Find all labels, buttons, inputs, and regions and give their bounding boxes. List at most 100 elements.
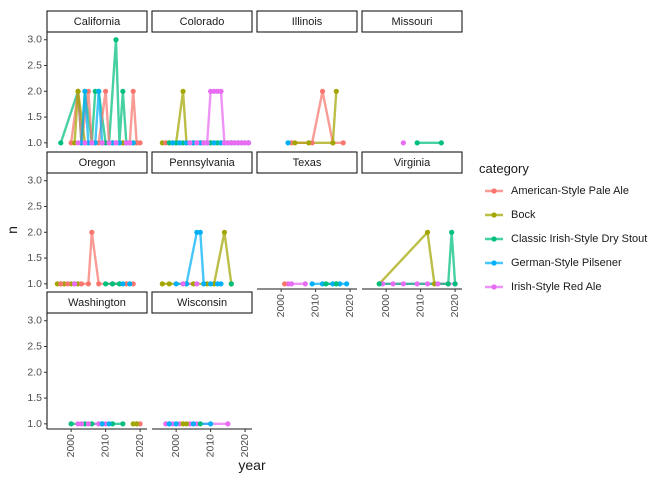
- data-point: [127, 281, 133, 287]
- legend-label: Bock: [511, 209, 536, 221]
- data-point: [218, 281, 224, 287]
- y-tick-label: 1.0: [27, 137, 42, 149]
- facet-strip: [46, 10, 148, 33]
- facet-panels: California 1.0 1.5 2.0 2.5 3.0 Colorado Illinoi…: [27, 10, 478, 458]
- plot-area: [285, 88, 346, 146]
- facet-strip-label: Colorado: [180, 16, 225, 28]
- facet-strip: [361, 10, 463, 33]
- facet-strip-label: Texas: [293, 157, 322, 169]
- data-point: [424, 229, 431, 235]
- data-point: [180, 281, 186, 287]
- legend-key: [485, 236, 503, 242]
- x-tick-label: 2020: [449, 294, 461, 318]
- data-point: [400, 140, 406, 146]
- data-point: [285, 140, 291, 146]
- data-point: [330, 140, 336, 146]
- data-point: [103, 281, 109, 287]
- x-tick-label: 2000: [65, 434, 77, 458]
- facet-strip-label: Washington: [68, 297, 126, 309]
- data-point: [309, 281, 315, 287]
- data-point: [106, 140, 112, 146]
- facet-washington: Washington 1.0 1.5 2.0 2.5 3.0 2000 2010 2020: [27, 291, 148, 458]
- facet-strip: [256, 151, 358, 174]
- data-point: [82, 140, 88, 146]
- data-point: [473, 140, 478, 145]
- facet-strip-label: Illinois: [292, 16, 323, 28]
- y-tick-label: 2.0: [27, 85, 42, 97]
- data-point: [78, 281, 85, 287]
- data-point: [245, 140, 252, 146]
- data-point: [390, 281, 396, 287]
- series-line: [378, 231, 449, 286]
- data-point: [218, 88, 224, 94]
- data-point: [65, 281, 71, 287]
- facet-illinois: Illinois: [256, 10, 358, 146]
- legend-label: Irish-Style Red Ale: [511, 281, 601, 293]
- data-point: [120, 281, 126, 287]
- data-point: [438, 140, 444, 146]
- x-tick-label: 2000: [380, 294, 392, 318]
- y-tick-label: 1.5: [27, 392, 42, 404]
- facet-virginia: Virginia 2000 2010 2020: [361, 151, 463, 318]
- facet-strip-label: Virginia: [394, 157, 431, 169]
- data-point: [449, 229, 455, 235]
- data-point: [159, 281, 165, 287]
- legend-label: American-Style Pale Ale: [511, 185, 629, 197]
- data-point: [173, 281, 179, 287]
- legend-key: [485, 212, 503, 218]
- data-point: [109, 281, 116, 287]
- data-point: [197, 229, 203, 235]
- plot-area: [281, 281, 350, 287]
- facet-strip: [151, 151, 253, 174]
- data-point: [333, 281, 339, 287]
- x-tick-label: 2010: [100, 434, 112, 458]
- facet-strip: [46, 151, 148, 174]
- legend-key: [485, 188, 503, 194]
- x-tick-label: 2010: [205, 434, 217, 458]
- plot-area: [54, 229, 136, 287]
- data-point: [194, 281, 200, 287]
- legend-key: [485, 260, 503, 266]
- data-point: [333, 88, 339, 94]
- y-tick-label: 3.0: [27, 34, 42, 46]
- y-tick-label: 2.0: [27, 366, 42, 378]
- facet-strip-label: California: [74, 16, 121, 28]
- data-point: [204, 140, 210, 146]
- facet-strip-label: Wisconsin: [177, 297, 227, 309]
- data-point: [221, 229, 228, 235]
- data-point: [68, 421, 74, 427]
- data-point: [211, 140, 217, 146]
- data-point: [344, 281, 350, 287]
- series-line: [60, 231, 134, 286]
- data-point: [130, 88, 136, 94]
- data-point: [190, 421, 196, 427]
- facet-strip-label: Missouri: [392, 16, 433, 28]
- data-point: [75, 140, 81, 146]
- data-point: [113, 140, 119, 146]
- data-point: [302, 281, 308, 287]
- data-point: [197, 421, 203, 427]
- facet-texas: Texas 2000 2010 2020: [256, 151, 358, 317]
- facet-strip: [361, 151, 463, 174]
- data-point: [137, 140, 143, 146]
- facet-oregon: Oregon 1.0 1.5 2.0 2.5 3.0: [27, 151, 148, 290]
- data-point: [71, 281, 78, 287]
- legend-key-point: [491, 212, 497, 218]
- data-point: [194, 140, 200, 146]
- series-line: [176, 231, 221, 286]
- data-point: [323, 281, 329, 287]
- y-axis-title: n: [4, 226, 20, 234]
- data-point: [176, 140, 183, 146]
- facet-strip: [151, 291, 253, 314]
- data-point: [89, 140, 95, 146]
- legend-label: Classic Irish-Style Dry Stout: [511, 233, 647, 245]
- data-point: [85, 421, 91, 427]
- x-tick-label: 2010: [415, 294, 427, 318]
- data-point: [58, 140, 64, 146]
- data-point: [452, 281, 458, 287]
- data-point: [170, 140, 176, 146]
- data-point: [435, 281, 441, 287]
- data-point: [89, 229, 95, 235]
- plot-area: [58, 37, 143, 146]
- facet-strip: [46, 291, 148, 314]
